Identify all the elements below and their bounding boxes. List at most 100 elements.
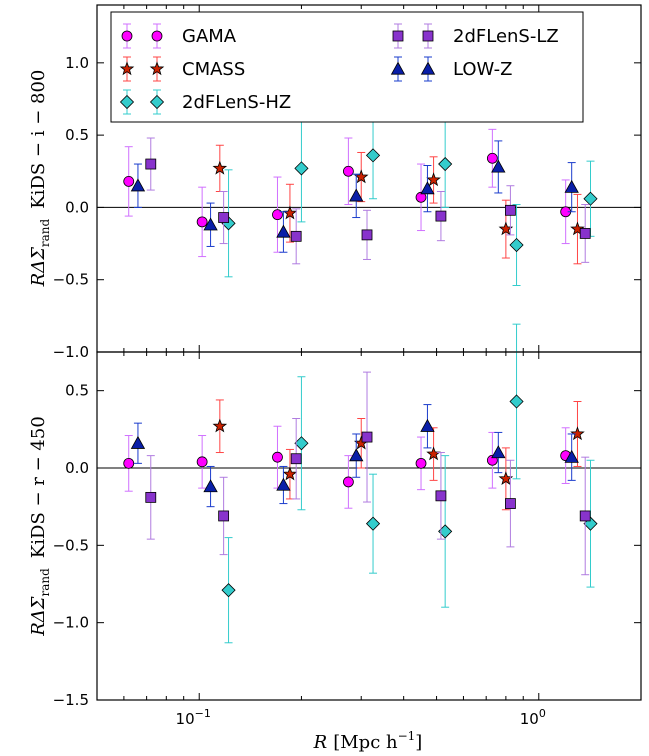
data-point <box>564 449 579 463</box>
legend-entry: CMASS <box>119 56 245 82</box>
data-point <box>570 426 585 441</box>
bottom-y-label-sub: rand <box>38 568 52 597</box>
data-point <box>435 490 447 502</box>
data-point <box>491 445 506 459</box>
x-tick-exp: 0 <box>539 707 546 720</box>
data-point <box>294 161 309 176</box>
legend-marker <box>149 94 165 110</box>
legend-marker <box>392 30 404 42</box>
data-point <box>123 175 135 187</box>
data-point <box>486 152 498 164</box>
y-tick-label: 0.0 <box>65 459 89 477</box>
legend-label: CMASS <box>182 59 245 80</box>
data-point <box>130 435 146 449</box>
data-point <box>579 510 591 522</box>
legend-marker <box>420 61 436 75</box>
data-point <box>509 237 524 253</box>
data-point <box>349 448 364 462</box>
data-point <box>276 224 291 238</box>
plot-frame <box>96 351 642 701</box>
legend: GAMA CMASS 2dFLenS-HZ 2dFLenS-LZ LOW-Z <box>110 11 584 123</box>
top-y-label-main: RΔΣ <box>28 247 49 288</box>
data-point <box>415 457 427 469</box>
data-point <box>196 216 208 228</box>
legend-label: LOW-Z <box>453 59 512 80</box>
y-tick-label: 0.5 <box>65 382 89 400</box>
data-point <box>491 159 506 173</box>
data-point <box>294 436 309 451</box>
series-gama <box>123 128 572 258</box>
bottom-panel: −1.5−1.0−0.50.00.510−1 100 <box>53 323 642 728</box>
y-tick-label: 0.5 <box>65 126 89 144</box>
data-point <box>438 156 453 172</box>
data-point <box>203 217 218 231</box>
x-label-unit: [Mpc h <box>333 732 398 753</box>
legend-marker <box>151 30 163 42</box>
series-2dflens-lz <box>145 371 591 576</box>
legend-entry: GAMA <box>121 23 237 49</box>
data-point <box>282 205 298 220</box>
data-point <box>570 221 585 236</box>
top-y-label-sub: rand <box>38 218 52 247</box>
top-y-axis-label: RΔΣrand KiDS − i − 800 <box>28 70 52 288</box>
data-point <box>426 172 441 187</box>
data-point <box>272 451 283 463</box>
bottom-y-label-main: RΔΣ <box>28 596 49 637</box>
data-point <box>145 491 157 503</box>
y-tick-label: −0.5 <box>53 536 89 554</box>
x-tick-base: 10 <box>176 710 195 728</box>
y-tick-label: −1.5 <box>53 691 89 709</box>
series-cmass <box>212 144 585 265</box>
y-tick-label: 0.0 <box>65 198 89 216</box>
data-point <box>290 453 302 465</box>
x-tick-exp: −1 <box>195 707 211 720</box>
data-point <box>420 418 435 432</box>
y-tick-label: −1.0 <box>53 343 89 361</box>
data-point <box>145 158 157 170</box>
data-point <box>272 209 283 221</box>
data-point <box>290 230 302 242</box>
data-point <box>564 179 579 193</box>
legend-marker <box>149 61 165 76</box>
legend-entry: LOW-Z <box>390 56 512 82</box>
series-2dflens-hz <box>221 111 598 286</box>
series-cmass <box>212 399 585 511</box>
x-label-exp: −1 <box>398 729 416 743</box>
bottom-y-label-tail: KiDS − r − 450 <box>28 416 49 558</box>
legend-marker <box>119 61 135 76</box>
legend-label: 2dFLenS-LZ <box>453 26 559 47</box>
legend-entry: 2dFLenS-LZ <box>392 23 559 49</box>
data-point <box>415 191 427 203</box>
data-point <box>361 229 373 241</box>
data-point <box>509 394 524 409</box>
data-point <box>196 456 208 468</box>
data-point <box>276 477 291 491</box>
data-point <box>218 510 230 522</box>
y-tick-label: −1.0 <box>53 614 89 632</box>
data-point <box>123 457 135 469</box>
legend-marker <box>121 30 133 42</box>
x-label-main: R <box>313 732 328 753</box>
series-2dflens-lz <box>145 137 591 265</box>
data-point <box>282 466 298 481</box>
bottom-y-axis-label: RΔΣrand KiDS − r − 450 <box>28 416 52 637</box>
legend-marker <box>119 94 135 110</box>
x-tick-label: 10−1 <box>176 707 211 728</box>
legend-label: GAMA <box>182 26 237 47</box>
x-label-close: ] <box>415 732 422 753</box>
series-gama <box>123 425 572 509</box>
x-tick-label: 100 <box>520 707 546 728</box>
legend-marker <box>390 61 406 75</box>
data-point <box>505 204 516 216</box>
data-point <box>130 178 146 192</box>
data-point <box>342 165 354 177</box>
data-point <box>505 498 516 509</box>
data-point <box>365 516 381 531</box>
legend-entry: 2dFLenS-HZ <box>119 89 291 115</box>
data-point <box>203 479 218 493</box>
y-tick-label: 1.0 <box>65 54 89 72</box>
data-point <box>420 181 435 195</box>
series-low-z <box>130 140 579 253</box>
series-low-z <box>130 404 579 508</box>
